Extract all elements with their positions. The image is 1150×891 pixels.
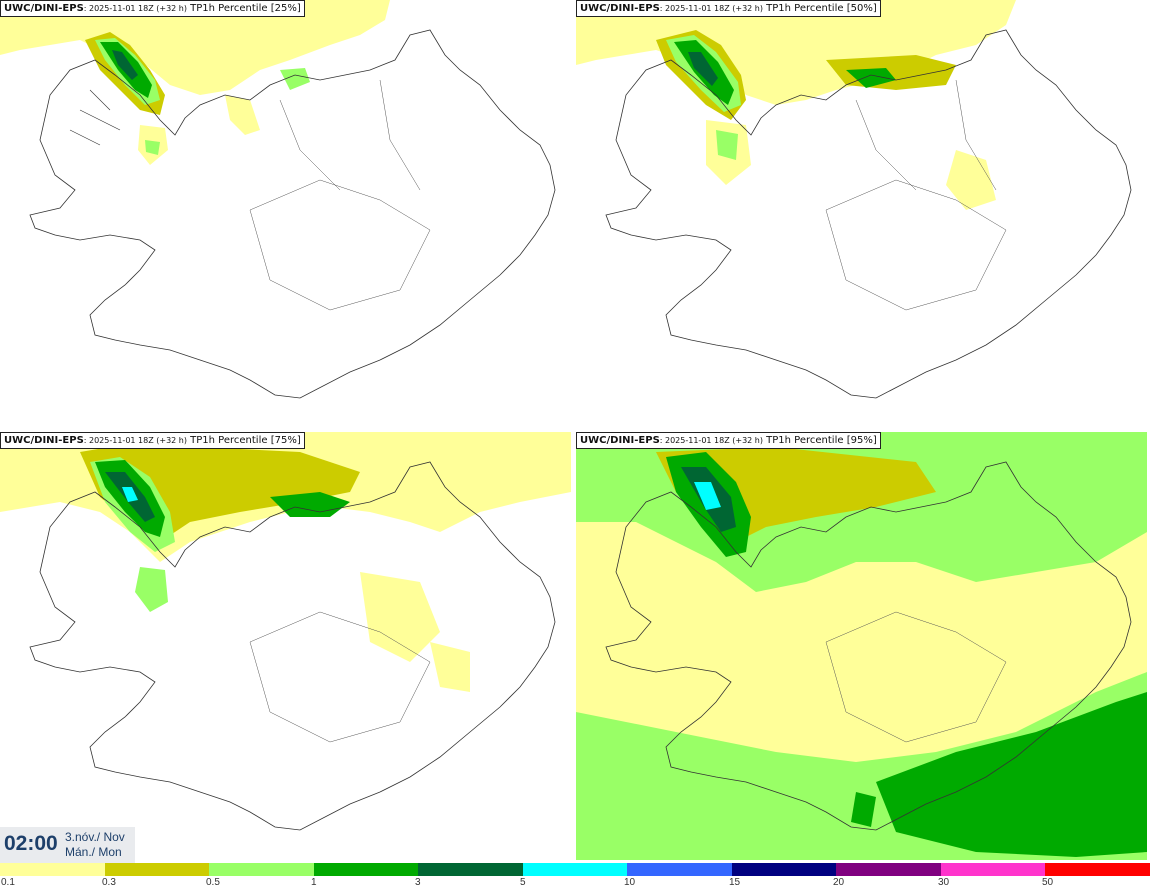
legend-swatch [836,863,941,876]
legend-swatch [522,863,628,876]
legend-label: 30 [938,877,950,888]
panel-title: UWC/DINI-EPS: 2025-11-01 18Z (+32 h) TP1… [0,0,305,17]
legend-label: 3 [415,877,421,888]
valid-date-line2: Mán./ Mon [65,845,122,859]
panel-title: UWC/DINI-EPS: 2025-11-01 18Z (+32 h) TP1… [576,0,881,17]
legend-label: 5 [520,877,526,888]
legend-label: 20 [833,877,845,888]
legend-swatch [731,863,837,876]
valid-date: 3.nóv./ Nov Mán./ Mon [65,830,125,860]
legend-swatch [104,863,210,876]
panel-title: UWC/DINI-EPS: 2025-11-01 18Z (+32 h) TP1… [576,432,881,449]
legend-label: 0.1 [1,877,15,888]
precip-map [0,0,556,399]
map-panel-50: UWC/DINI-EPS: 2025-11-01 18Z (+32 h) TP1… [576,0,1147,428]
legend-swatch [209,863,314,876]
map-panel-95: UWC/DINI-EPS: 2025-11-01 18Z (+32 h) TP1… [576,432,1147,860]
legend-swatch [627,863,732,876]
precip-map [576,432,1147,860]
legend-label: 0.3 [102,877,116,888]
map-panel-25: UWC/DINI-EPS: 2025-11-01 18Z (+32 h) TP1… [0,0,571,428]
legend-label: 15 [729,877,741,888]
legend-label: 0.5 [206,877,220,888]
legend-swatch [418,863,523,876]
legend-swatch [1045,863,1150,876]
valid-date-line1: 3.nóv./ Nov [65,830,125,844]
legend-swatch [940,863,1046,876]
panel-title: UWC/DINI-EPS: 2025-11-01 18Z (+32 h) TP1… [0,432,305,449]
legend-label: 10 [624,877,636,888]
legend-label: 50 [1042,877,1054,888]
valid-time: 02:00 [4,832,58,855]
valid-time-box: 02:00 3.nóv./ Nov Mán./ Mon [0,827,135,863]
legend-label: 1 [311,877,317,888]
legend-bar [0,863,1150,876]
map-panel-75: UWC/DINI-EPS: 2025-11-01 18Z (+32 h) TP1… [0,432,571,860]
precip-map [0,432,571,831]
precip-map [576,0,1132,399]
legend-swatch [313,863,419,876]
color-legend: 0.1 0.3 0.5 1 3 5 10 15 20 30 50 [0,863,1150,891]
legend-swatch [0,863,105,876]
